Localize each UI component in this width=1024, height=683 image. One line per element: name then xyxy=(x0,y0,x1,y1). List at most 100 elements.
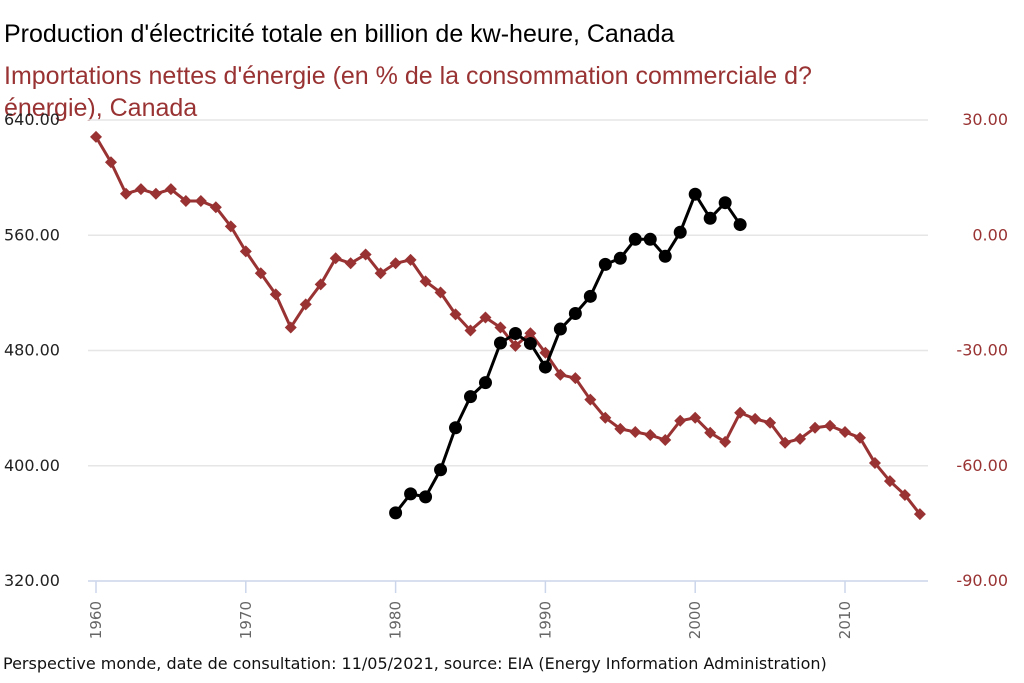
data-point-circle xyxy=(493,336,507,350)
series-line xyxy=(394,192,742,515)
data-point-diamond xyxy=(434,286,447,299)
data-point-diamond xyxy=(734,406,747,419)
data-point-circle xyxy=(538,360,552,374)
series-electricity-production xyxy=(389,187,747,520)
data-point-diamond xyxy=(614,422,627,435)
data-point-diamond xyxy=(209,201,222,214)
data-point-diamond xyxy=(104,156,117,169)
y-right-tick-label: 30.00 xyxy=(962,110,1008,129)
data-point-diamond xyxy=(90,130,102,143)
data-point-circle xyxy=(568,306,582,320)
data-point-circle xyxy=(464,390,477,404)
data-point-diamond xyxy=(479,311,492,324)
source-footer: Perspective monde, date de consultation:… xyxy=(3,654,827,673)
data-point-diamond xyxy=(674,414,687,427)
y-right-tick-label: -30.00 xyxy=(956,341,1008,360)
x-tick-label: 2010 xyxy=(836,601,854,639)
data-point-diamond xyxy=(913,508,926,521)
data-point-diamond xyxy=(898,488,911,501)
data-point-circle xyxy=(449,421,463,435)
data-point-circle xyxy=(434,463,448,477)
gridlines xyxy=(88,119,928,582)
x-tick-label: 1970 xyxy=(237,601,255,639)
series-net-energy-imports xyxy=(90,130,926,521)
series-layer xyxy=(90,130,926,521)
data-point-circle xyxy=(404,487,418,501)
data-point-diamond xyxy=(119,187,132,200)
data-point-diamond xyxy=(554,368,567,381)
data-point-circle xyxy=(389,506,403,520)
data-point-diamond xyxy=(779,436,792,449)
data-point-circle xyxy=(583,289,597,303)
data-point-diamond xyxy=(719,435,732,448)
data-point-diamond xyxy=(584,393,597,406)
data-point-diamond xyxy=(524,327,537,340)
data-point-circle xyxy=(718,196,732,210)
series-line xyxy=(94,135,922,516)
data-point-circle xyxy=(703,211,717,225)
data-point-circle xyxy=(733,218,747,232)
data-point-diamond xyxy=(644,429,657,442)
data-point-diamond xyxy=(239,245,252,258)
data-point-diamond xyxy=(164,183,177,196)
data-point-diamond xyxy=(269,288,282,301)
data-point-diamond xyxy=(794,432,807,445)
data-point-diamond xyxy=(494,321,507,334)
data-point-circle xyxy=(419,490,433,504)
data-point-diamond xyxy=(404,253,417,266)
data-point-circle xyxy=(553,322,567,336)
data-point-diamond xyxy=(809,421,822,434)
data-point-diamond xyxy=(329,252,342,265)
y-right-tick-label: -60.00 xyxy=(956,456,1008,475)
data-point-diamond xyxy=(839,425,851,438)
data-point-circle xyxy=(478,376,492,390)
data-point-diamond xyxy=(689,411,702,424)
data-point-diamond xyxy=(224,220,237,233)
data-point-diamond xyxy=(134,183,147,196)
y-right-tick-label: -90.00 xyxy=(956,571,1008,590)
x-tick-label: 1960 xyxy=(87,601,105,639)
data-point-diamond xyxy=(389,257,402,270)
data-point-diamond xyxy=(883,475,896,488)
data-point-diamond xyxy=(449,308,462,321)
data-point-diamond xyxy=(254,267,267,280)
data-point-diamond xyxy=(824,419,837,432)
data-point-diamond xyxy=(464,324,477,337)
data-point-diamond xyxy=(314,278,327,291)
data-point-diamond xyxy=(359,248,372,261)
data-point-diamond xyxy=(179,195,192,208)
data-point-diamond xyxy=(629,425,642,438)
y-right-tick-label: 0.00 xyxy=(972,225,1008,244)
data-point-diamond xyxy=(704,426,717,439)
data-point-diamond xyxy=(599,411,612,424)
chart-title-secondary: Importations nettes d'énergie (en % de l… xyxy=(4,62,812,122)
data-point-diamond xyxy=(509,339,522,352)
data-point-diamond xyxy=(344,257,357,270)
data-point-diamond xyxy=(299,298,312,311)
y-left-tick-label: 480.00 xyxy=(4,341,60,360)
data-point-circle xyxy=(523,336,537,350)
data-point-diamond xyxy=(853,431,866,444)
data-point-diamond xyxy=(764,416,777,429)
x-tick-label: 1980 xyxy=(387,601,405,639)
data-point-diamond xyxy=(284,321,297,334)
data-point-diamond xyxy=(149,187,162,200)
data-point-circle xyxy=(658,249,672,263)
data-point-circle xyxy=(628,232,642,246)
y-axis-right: 30.00 0.00 -30.00 -60.00 -90.00 xyxy=(956,110,1008,590)
data-point-circle xyxy=(508,327,522,341)
x-tick-label: 1990 xyxy=(536,601,554,639)
data-point-diamond xyxy=(659,434,672,447)
chart-title-primary: Production d'électricité totale en billi… xyxy=(4,20,675,48)
data-point-circle xyxy=(673,225,687,239)
data-point-circle xyxy=(613,251,627,265)
x-axis: 1960 1970 1980 1990 2000 2010 xyxy=(87,581,854,639)
x-tick-label: 2000 xyxy=(686,601,704,639)
y-left-tick-label: 560.00 xyxy=(4,225,60,244)
y-axis-left: 640.00 560.00 480.00 400.00 320.00 xyxy=(4,110,60,590)
data-point-diamond xyxy=(868,457,881,470)
data-point-circle xyxy=(688,187,702,201)
y-left-tick-label: 320.00 xyxy=(4,571,60,590)
y-left-tick-label: 400.00 xyxy=(4,456,60,475)
